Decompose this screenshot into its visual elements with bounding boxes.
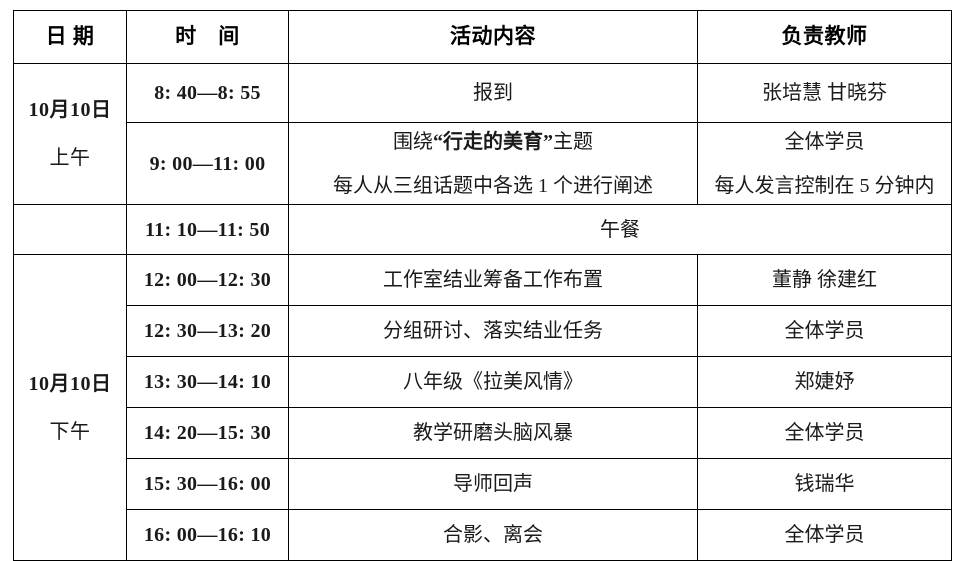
time-cell: 13: 30—14: 10 (126, 356, 289, 408)
activity-cell: 围绕“行走的美育”主题 每人从三组话题中各选 1 个进行阐述 (288, 122, 698, 205)
time-cell: 8: 40—8: 55 (126, 63, 289, 123)
time-cell: 11: 10—11: 50 (126, 204, 289, 255)
time-cell: 9: 00—11: 00 (126, 122, 289, 205)
period-text: 下午 (49, 420, 91, 443)
date-text: 10月10日 (28, 372, 112, 395)
teacher-cell: 张培慧 甘晓芬 (697, 63, 952, 123)
date-cell-empty (13, 204, 127, 255)
teacher-cell: 董静 徐建红 (697, 254, 952, 306)
teacher-cell: 全体学员 (697, 509, 952, 561)
teacher-cell: 全体学员 (697, 305, 952, 357)
table-row: 10月10日 下午 12: 00—12: 30 工作室结业筹备工作布置 董静 徐… (13, 254, 952, 561)
activity-prefix: 围绕 (393, 130, 433, 153)
teacher-cell: 钱瑞华 (697, 458, 952, 510)
activity-cell: 导师回声 (288, 458, 698, 510)
activity-line-2: 每人从三组话题中各选 1 个进行阐述 (333, 174, 653, 197)
teacher-cell: 全体学员 (697, 407, 952, 459)
date-cell-afternoon: 10月10日 下午 (13, 254, 127, 561)
column-header-teacher: 负责教师 (697, 10, 952, 64)
activity-cell: 报到 (288, 63, 698, 123)
schedule-table: 日 期 时 间 活动内容 负责教师 10月10日 上午 8: 40—8: 55 … (13, 10, 952, 561)
date-text: 10月10日 (28, 99, 112, 121)
activity-theme-quote: “行走的美育” (433, 130, 553, 153)
period-text: 上午 (49, 147, 91, 169)
schedule-page: 日 期 时 间 活动内容 负责教师 10月10日 上午 8: 40—8: 55 … (13, 10, 952, 561)
table-row: 12: 30—13: 20 分组研讨、落实结业任务 全体学员 (14, 305, 952, 357)
teacher-line-1: 全体学员 (784, 130, 865, 153)
table-row: 10月10日 上午 8: 40—8: 55 报到 张培慧 甘晓芬 (13, 63, 952, 205)
column-header-activity: 活动内容 (288, 10, 698, 64)
table-row: 14: 20—15: 30 教学研磨头脑风暴 全体学员 (14, 407, 952, 459)
column-header-time: 时 间 (126, 10, 289, 64)
table-row: 15: 30—16: 00 导师回声 钱瑞华 (14, 458, 952, 510)
activity-cell: 合影、离会 (288, 509, 698, 561)
table-row: 9: 00—11: 00 围绕“行走的美育”主题 每人从三组话题中各选 1 个进… (14, 122, 952, 205)
table-row: 16: 00—16: 10 合影、离会 全体学员 (14, 509, 952, 561)
activity-suffix: 主题 (553, 130, 593, 153)
activity-cell: 工作室结业筹备工作布置 (288, 254, 698, 306)
activity-cell: 教学研磨头脑风暴 (288, 407, 698, 459)
teacher-line-2: 每人发言控制在 5 分钟内 (714, 174, 935, 197)
activity-cell: 分组研讨、落实结业任务 (288, 305, 698, 357)
table-row: 11: 10—11: 50 午餐 (13, 204, 952, 255)
activity-cell-lunch: 午餐 (288, 204, 952, 255)
time-cell: 14: 20—15: 30 (126, 407, 289, 459)
teacher-cell: 全体学员 每人发言控制在 5 分钟内 (697, 122, 952, 205)
activity-cell: 八年级《拉美风情》 (288, 356, 698, 408)
activity-line-1: 围绕“行走的美育”主题 (293, 127, 693, 157)
column-header-date: 日 期 (13, 10, 127, 64)
table-header-row: 日 期 时 间 活动内容 负责教师 (13, 10, 952, 64)
table-row: 13: 30—14: 10 八年级《拉美风情》 郑婕妤 (14, 356, 952, 408)
teacher-cell: 郑婕妤 (697, 356, 952, 408)
time-cell: 16: 00—16: 10 (126, 509, 289, 561)
time-cell: 12: 30—13: 20 (126, 305, 289, 357)
time-cell: 12: 00—12: 30 (126, 254, 289, 306)
date-cell-morning: 10月10日 上午 (13, 63, 127, 205)
time-cell: 15: 30—16: 00 (126, 458, 289, 510)
